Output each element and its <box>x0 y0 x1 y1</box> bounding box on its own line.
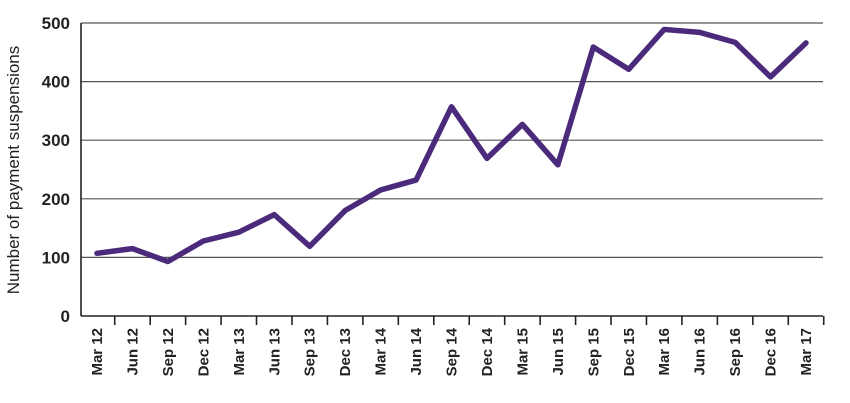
x-tick-label: Jun 12 <box>124 328 141 376</box>
x-tick-label: Jun 14 <box>408 327 425 375</box>
x-tick-label: Mar 16 <box>656 328 673 376</box>
x-axis-ticks: Mar 12 Jun 12 Sep 12 Dec 12 Mar 13 Jun 13 Sep … <box>89 316 825 376</box>
x-tick-label: Mar 17 <box>798 328 815 376</box>
y-axis-label: Number of payment suspensions <box>4 46 23 295</box>
x-tick-label: Sep 13 <box>302 328 319 376</box>
x-tick-label: Mar 14 <box>373 327 390 375</box>
grid-lines <box>80 22 823 317</box>
x-tick-label: Sep 15 <box>585 328 602 376</box>
x-tick-label: Sep 16 <box>727 328 744 376</box>
y-tick-label: 100 <box>42 248 70 267</box>
y-tick-label: 400 <box>42 73 70 92</box>
series-line-0 <box>94 26 809 265</box>
y-tick-label: 200 <box>42 190 70 209</box>
x-tick-label: Jun 16 <box>692 328 709 376</box>
x-tick-label: Dec 15 <box>621 328 638 376</box>
y-axis-ticks: 0 100 200 300 400 500 <box>42 14 70 326</box>
x-tick-label: Mar 12 <box>89 328 106 376</box>
y-tick-label: 300 <box>42 131 70 150</box>
x-tick-label: Mar 13 <box>231 328 248 376</box>
x-tick-label: Sep 12 <box>160 328 177 376</box>
x-tick-label: Jun 13 <box>266 328 283 376</box>
x-tick-label: Dec 13 <box>337 328 354 376</box>
x-tick-label: Dec 12 <box>195 328 212 376</box>
y-tick-label: 500 <box>42 14 70 33</box>
series-layer <box>94 26 809 265</box>
x-tick-label: Sep 14 <box>444 327 461 376</box>
y-tick-label: 0 <box>61 307 70 326</box>
x-tick-label: Dec 16 <box>763 328 780 376</box>
x-tick-label: Mar 15 <box>514 328 531 376</box>
x-tick-label: Dec 14 <box>479 327 496 376</box>
x-tick-label: Jun 15 <box>550 328 567 376</box>
